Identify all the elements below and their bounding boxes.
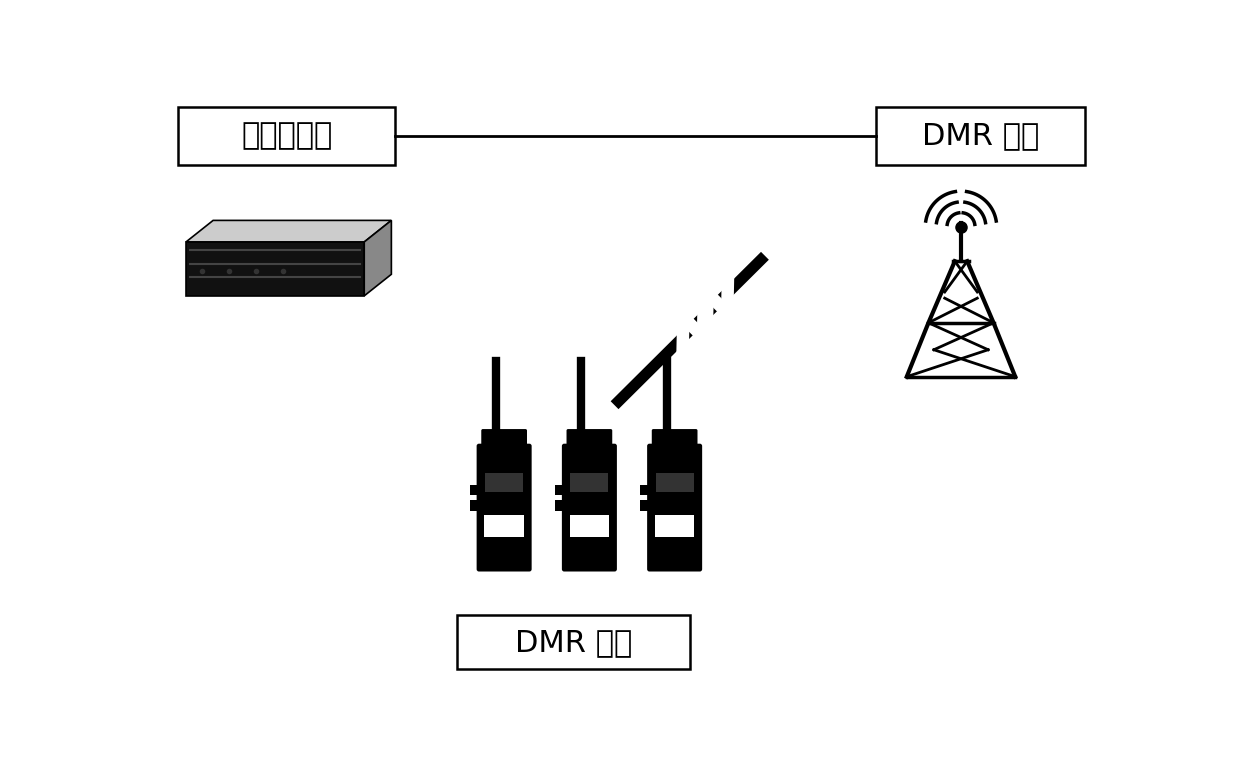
Bar: [569, 516, 609, 537]
Bar: [470, 500, 479, 511]
FancyBboxPatch shape: [652, 429, 697, 449]
Bar: [179, 107, 396, 165]
FancyBboxPatch shape: [567, 429, 613, 449]
Bar: [875, 107, 1085, 165]
FancyBboxPatch shape: [562, 444, 618, 571]
Bar: [570, 473, 609, 492]
Bar: [485, 473, 523, 492]
FancyBboxPatch shape: [647, 444, 702, 571]
Bar: [655, 516, 694, 537]
Bar: [458, 615, 689, 669]
Bar: [485, 516, 523, 537]
Polygon shape: [365, 220, 392, 296]
Bar: [656, 473, 693, 492]
Bar: [556, 484, 564, 495]
Text: 中心服务器: 中心服务器: [241, 122, 332, 151]
FancyBboxPatch shape: [481, 429, 527, 449]
Bar: [470, 484, 479, 495]
Bar: [556, 500, 564, 511]
Bar: [640, 484, 650, 495]
Text: DMR 基站: DMR 基站: [921, 122, 1039, 151]
Text: DMR 终端: DMR 终端: [515, 628, 632, 657]
FancyBboxPatch shape: [476, 444, 532, 571]
Bar: [186, 242, 365, 296]
Bar: [640, 500, 650, 511]
Polygon shape: [186, 220, 392, 242]
